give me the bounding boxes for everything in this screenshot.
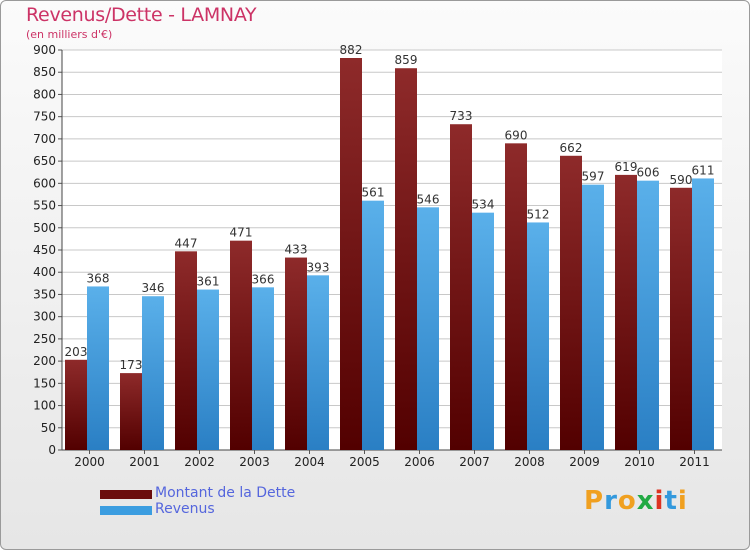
y-tick-label: 200 bbox=[33, 354, 56, 368]
y-tick-label: 600 bbox=[33, 176, 56, 190]
legend-swatch-revenus bbox=[100, 506, 152, 515]
y-tick-label: 750 bbox=[33, 110, 56, 124]
logo-letter: i bbox=[654, 486, 665, 516]
logo-letter: o bbox=[617, 486, 637, 516]
bar-dette bbox=[230, 240, 252, 450]
legend-label-dette: Montant de la Dette bbox=[155, 485, 296, 501]
value-label-dette: 882 bbox=[340, 43, 363, 57]
value-label-revenus: 512 bbox=[527, 207, 550, 221]
bar-dette bbox=[670, 187, 692, 450]
logo-letter: t bbox=[664, 486, 678, 516]
value-label-dette: 733 bbox=[450, 109, 473, 123]
value-label-revenus: 361 bbox=[197, 275, 220, 289]
value-label-dette: 471 bbox=[230, 226, 253, 240]
value-label-dette: 859 bbox=[395, 53, 418, 67]
x-tick-label: 2010 bbox=[624, 455, 655, 469]
bar-revenus bbox=[252, 287, 274, 450]
bar-revenus bbox=[87, 286, 109, 450]
y-tick-label: 500 bbox=[33, 221, 56, 235]
logo-letter: i bbox=[677, 486, 688, 516]
value-label-dette: 447 bbox=[175, 236, 198, 250]
x-tick-label: 2002 bbox=[184, 455, 215, 469]
value-label-dette: 433 bbox=[285, 243, 308, 257]
bar-dette bbox=[450, 124, 472, 450]
logo-letter: P bbox=[584, 486, 605, 516]
y-tick-label: 450 bbox=[33, 243, 56, 257]
value-label-dette: 590 bbox=[670, 173, 693, 187]
x-tick-label: 2007 bbox=[459, 455, 490, 469]
y-tick-label: 800 bbox=[33, 87, 56, 101]
proxiti-logo: Proxiti bbox=[584, 486, 688, 516]
value-label-dette: 619 bbox=[615, 160, 638, 174]
bar-revenus bbox=[527, 222, 549, 450]
chart-subtitle: (en milliers d'€) bbox=[26, 28, 113, 41]
value-label-revenus: 561 bbox=[362, 186, 385, 200]
bar-revenus bbox=[362, 200, 384, 450]
x-tick-label: 2001 bbox=[129, 455, 160, 469]
bar-dette bbox=[395, 68, 417, 450]
bar-revenus bbox=[417, 207, 439, 450]
y-tick-label: 900 bbox=[33, 43, 56, 57]
y-tick-label: 850 bbox=[33, 65, 56, 79]
value-label-revenus: 606 bbox=[637, 166, 660, 180]
logo-letter: x bbox=[636, 486, 655, 516]
value-label-revenus: 534 bbox=[472, 198, 495, 212]
legend-label-revenus: Revenus bbox=[155, 501, 215, 517]
y-tick-label: 50 bbox=[41, 421, 56, 435]
y-tick-label: 100 bbox=[33, 399, 56, 413]
y-tick-label: 650 bbox=[33, 154, 56, 168]
bar-revenus bbox=[197, 289, 219, 450]
x-tick-label: 2011 bbox=[679, 455, 710, 469]
y-tick-label: 400 bbox=[33, 265, 56, 279]
bar-revenus bbox=[472, 212, 494, 450]
y-tick-label: 550 bbox=[33, 199, 56, 213]
bar-dette bbox=[120, 373, 142, 450]
value-label-dette: 173 bbox=[120, 358, 143, 372]
x-tick-label: 2006 bbox=[404, 455, 435, 469]
x-tick-label: 2004 bbox=[294, 455, 325, 469]
value-label-dette: 662 bbox=[560, 141, 583, 155]
bar-dette bbox=[175, 251, 197, 450]
legend-swatch-dette bbox=[100, 490, 152, 499]
bar-revenus bbox=[307, 275, 329, 450]
y-tick-label: 300 bbox=[33, 310, 56, 324]
value-label-revenus: 393 bbox=[307, 260, 330, 274]
value-label-revenus: 366 bbox=[252, 272, 275, 286]
value-label-revenus: 368 bbox=[87, 271, 110, 285]
y-tick-label: 250 bbox=[33, 332, 56, 346]
x-tick-label: 2003 bbox=[239, 455, 270, 469]
bar-dette bbox=[615, 174, 637, 450]
x-tick-label: 2008 bbox=[514, 455, 545, 469]
bar-dette bbox=[285, 257, 307, 450]
bar-dette bbox=[560, 155, 582, 450]
bar-dette bbox=[65, 359, 87, 450]
value-label-revenus: 346 bbox=[142, 281, 165, 295]
bar-revenus bbox=[692, 178, 714, 450]
value-label-revenus: 597 bbox=[582, 170, 605, 184]
bar-dette bbox=[505, 143, 527, 451]
value-label-revenus: 546 bbox=[417, 192, 440, 206]
y-tick-label: 150 bbox=[33, 376, 56, 390]
y-tick-label: 350 bbox=[33, 287, 56, 301]
value-label-dette: 203 bbox=[65, 345, 88, 359]
bar-dette bbox=[340, 58, 362, 450]
x-tick-label: 2009 bbox=[569, 455, 600, 469]
y-tick-label: 0 bbox=[48, 443, 56, 457]
x-tick-label: 2005 bbox=[349, 455, 380, 469]
bar-revenus bbox=[637, 180, 659, 450]
logo-letter: r bbox=[604, 486, 618, 516]
bar-revenus bbox=[142, 296, 164, 450]
bar-revenus bbox=[582, 184, 604, 450]
chart-title: Revenus/Dette - LAMNAY bbox=[26, 4, 257, 26]
x-tick-label: 2000 bbox=[74, 455, 105, 469]
value-label-dette: 690 bbox=[505, 128, 528, 142]
value-label-revenus: 611 bbox=[692, 163, 715, 177]
y-tick-label: 700 bbox=[33, 132, 56, 146]
